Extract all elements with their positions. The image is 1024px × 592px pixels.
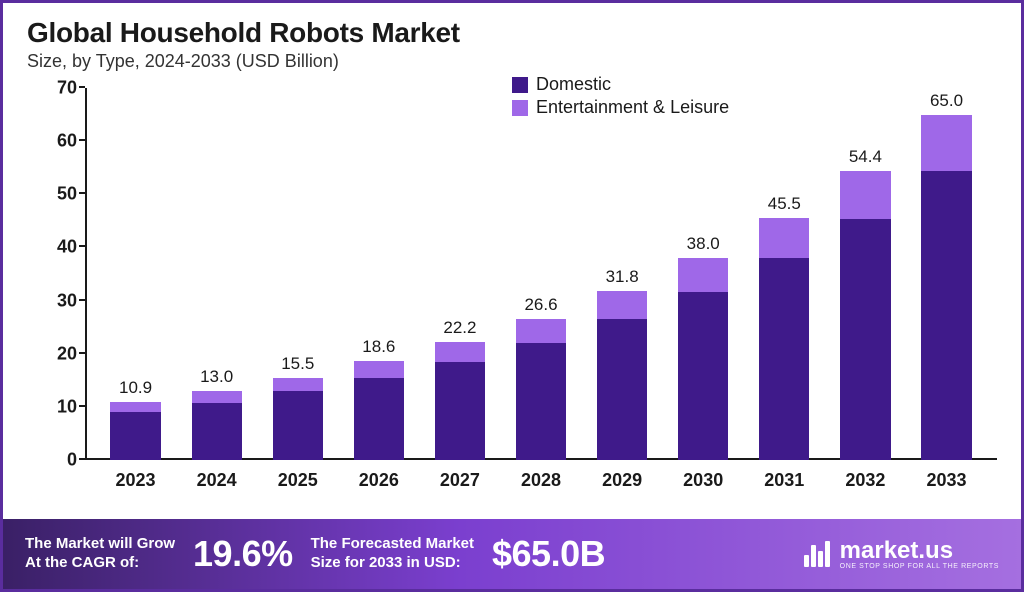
x-tick-label: 2026	[359, 470, 399, 491]
bar-total-label: 65.0	[930, 91, 963, 111]
y-tick-label: 30	[37, 290, 77, 311]
bar-segment	[921, 171, 971, 460]
bar-total-label: 10.9	[119, 378, 152, 398]
bar-total-label: 13.0	[200, 367, 233, 387]
bar-total-label: 26.6	[524, 295, 557, 315]
bar-total-label: 22.2	[443, 318, 476, 338]
bar-segment	[840, 219, 890, 460]
forecast-value: $65.0B	[492, 533, 605, 575]
y-tick-label: 50	[37, 184, 77, 205]
bar-segment	[516, 319, 566, 343]
bar-total-label: 18.6	[362, 337, 395, 357]
bar-slot: 54.42032	[825, 88, 906, 460]
footer-banner: The Market will Grow At the CAGR of: 19.…	[3, 519, 1021, 589]
forecast-label-line: Size for 2033 in USD:	[311, 554, 474, 573]
bar-stack	[435, 342, 485, 460]
bar-slot: 31.82029	[582, 88, 663, 460]
brand-logo-icon	[804, 541, 830, 567]
y-tick-label: 0	[37, 450, 77, 471]
x-tick-label: 2032	[845, 470, 885, 491]
y-tick-label: 60	[37, 131, 77, 152]
y-tick-label: 10	[37, 396, 77, 417]
chart-card: Global Household Robots Market Size, by …	[0, 0, 1024, 592]
bar-segment	[354, 361, 404, 377]
bar-slot: 13.02024	[176, 88, 257, 460]
cagr-label-line: At the CAGR of:	[25, 554, 175, 573]
bar-stack	[597, 291, 647, 460]
bar-segment	[678, 258, 728, 291]
bar-stack	[354, 361, 404, 460]
bar-segment	[192, 403, 242, 460]
x-tick-label: 2028	[521, 470, 561, 491]
bar-stack	[273, 378, 323, 460]
bar-segment	[110, 402, 160, 412]
bar-segment	[759, 218, 809, 258]
x-tick-label: 2027	[440, 470, 480, 491]
bar-segment	[273, 378, 323, 392]
forecast-label-line: The Forecasted Market	[311, 535, 474, 554]
bar-stack	[840, 171, 890, 460]
bar-segment	[516, 343, 566, 460]
x-tick-label: 2031	[764, 470, 804, 491]
y-tick-label: 70	[37, 78, 77, 99]
bar-stack	[110, 402, 160, 460]
cagr-label-line: The Market will Grow	[25, 535, 175, 554]
chart-title: Global Household Robots Market	[27, 17, 997, 49]
bar-slot: 10.92023	[95, 88, 176, 460]
x-tick-label: 2029	[602, 470, 642, 491]
y-tick-label: 20	[37, 343, 77, 364]
brand-name: market.us	[840, 539, 999, 563]
brand-tagline: ONE STOP SHOP FOR ALL THE REPORTS	[840, 563, 999, 570]
bar-slot: 26.62028	[500, 88, 581, 460]
x-tick-label: 2024	[197, 470, 237, 491]
bar-segment	[192, 391, 242, 403]
cagr-label: The Market will Grow At the CAGR of:	[25, 535, 175, 573]
bar-stack	[921, 115, 971, 460]
plot: 010203040506070 10.9202313.0202415.52025…	[85, 88, 997, 460]
bar-segment	[110, 412, 160, 460]
bar-total-label: 15.5	[281, 354, 314, 374]
bar-segment	[597, 291, 647, 319]
bar-slot: 45.52031	[744, 88, 825, 460]
brand-text: market.us ONE STOP SHOP FOR ALL THE REPO…	[840, 539, 999, 570]
bar-segment	[597, 319, 647, 460]
x-tick-label: 2025	[278, 470, 318, 491]
bar-stack	[516, 319, 566, 460]
bar-segment	[354, 378, 404, 460]
bar-segment	[921, 115, 971, 172]
bar-segment	[759, 258, 809, 460]
bars-container: 10.9202313.0202415.5202518.6202622.22027…	[85, 88, 997, 460]
bar-slot: 15.52025	[257, 88, 338, 460]
bar-slot: 22.22027	[419, 88, 500, 460]
bar-total-label: 54.4	[849, 147, 882, 167]
cagr-value: 19.6%	[193, 533, 293, 575]
bar-total-label: 38.0	[687, 234, 720, 254]
chart-subtitle: Size, by Type, 2024-2033 (USD Billion)	[27, 51, 997, 72]
forecast-label: The Forecasted Market Size for 2033 in U…	[311, 535, 474, 573]
bar-segment	[840, 171, 890, 219]
bar-stack	[678, 258, 728, 460]
bar-slot: 38.02030	[663, 88, 744, 460]
x-tick-label: 2033	[926, 470, 966, 491]
bar-slot: 65.02033	[906, 88, 987, 460]
chart-area: Domestic Entertainment & Leisure 0102030…	[3, 74, 1021, 502]
bar-stack	[192, 391, 242, 460]
bar-segment	[435, 362, 485, 460]
bar-segment	[678, 292, 728, 460]
bar-segment	[435, 342, 485, 362]
bar-stack	[759, 218, 809, 460]
bar-segment	[273, 391, 323, 460]
bar-slot: 18.62026	[338, 88, 419, 460]
y-tick-label: 40	[37, 237, 77, 258]
x-tick-label: 2030	[683, 470, 723, 491]
brand: market.us ONE STOP SHOP FOR ALL THE REPO…	[804, 539, 999, 570]
header: Global Household Robots Market Size, by …	[3, 3, 1021, 74]
x-tick-label: 2023	[116, 470, 156, 491]
bar-total-label: 31.8	[606, 267, 639, 287]
bar-total-label: 45.5	[768, 194, 801, 214]
